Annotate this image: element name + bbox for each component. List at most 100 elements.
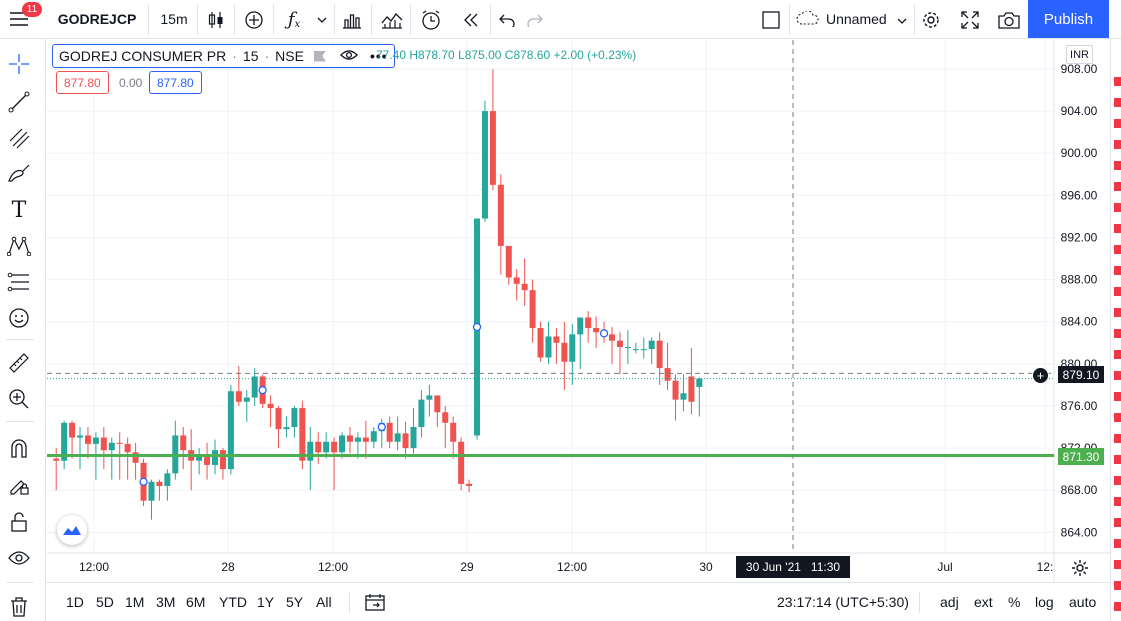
buy-price-button[interactable]: 877.80 xyxy=(149,71,202,94)
right-widget-strip[interactable] xyxy=(1110,39,1121,621)
lock-icon[interactable] xyxy=(0,503,38,541)
range-all[interactable]: All xyxy=(316,594,332,610)
candle-body xyxy=(609,334,615,341)
event-marker xyxy=(599,329,609,338)
fib-tools-icon[interactable] xyxy=(0,119,38,157)
interval-button[interactable]: 15m xyxy=(160,11,188,27)
candle-body xyxy=(370,431,377,442)
range-6m[interactable]: 6M xyxy=(186,594,206,610)
timezone-clock[interactable]: 23:17:14 (UTC+5:30) xyxy=(777,594,909,610)
settings-icon[interactable] xyxy=(918,7,944,33)
x-tick-label: Jul xyxy=(937,560,952,574)
candle-body xyxy=(402,433,409,449)
x-tick-label: 12:00 xyxy=(557,560,587,574)
redo-icon[interactable] xyxy=(523,7,547,33)
zoom-in-icon[interactable] xyxy=(0,380,38,418)
crosshair-price-plus-icon[interactable]: + xyxy=(1032,367,1049,384)
eye-icon[interactable] xyxy=(340,48,358,64)
layout-name-button[interactable]: Unnamed xyxy=(796,0,912,38)
range-3m[interactable]: 3M xyxy=(156,594,176,610)
strategy-icon[interactable] xyxy=(379,7,405,33)
trend-line-icon[interactable] xyxy=(0,83,38,121)
alert-marker xyxy=(1114,140,1121,149)
hide-drawings-eye-icon[interactable] xyxy=(0,539,38,577)
y-tick-label: 900.00 xyxy=(1061,146,1098,160)
alert-marker xyxy=(1114,560,1121,569)
range-1y[interactable]: 1Y xyxy=(257,594,275,610)
candle-body xyxy=(426,395,433,400)
alert-icon[interactable] xyxy=(418,7,444,33)
magnet-icon[interactable] xyxy=(0,429,38,467)
alert-marker xyxy=(1114,497,1121,506)
alert-marker xyxy=(1114,203,1121,212)
candle-body xyxy=(505,245,512,278)
fullscreen-icon[interactable] xyxy=(957,7,983,33)
range-1d[interactable]: 1D xyxy=(66,594,84,610)
ruler-icon[interactable] xyxy=(0,344,38,382)
spread-value: 0.00 xyxy=(119,76,143,90)
alert-marker xyxy=(1114,434,1121,443)
undo-icon[interactable] xyxy=(495,7,519,33)
candle-body xyxy=(672,380,679,400)
replay-icon[interactable] xyxy=(458,7,484,33)
range-5d[interactable]: 5D xyxy=(96,594,114,610)
chevron-down-icon[interactable] xyxy=(312,7,332,33)
candle-body xyxy=(585,317,592,329)
y-tick-label: 896.00 xyxy=(1061,188,1098,202)
event-marker xyxy=(139,477,148,486)
candle-body xyxy=(450,422,457,442)
adj-toggle[interactable]: adj xyxy=(940,594,959,610)
calendar-goto-icon[interactable] xyxy=(365,583,385,621)
candle-body xyxy=(291,408,298,428)
text-tool-icon[interactable]: T xyxy=(11,197,27,223)
brush-icon[interactable] xyxy=(0,155,38,193)
range-5y[interactable]: 5Y xyxy=(286,594,304,610)
event-marker xyxy=(472,322,482,332)
auto-toggle[interactable]: auto xyxy=(1069,594,1097,610)
candle-body xyxy=(108,442,115,451)
candle-body xyxy=(243,397,250,402)
stay-in-drawing-mode-icon[interactable] xyxy=(0,466,38,504)
candle-body xyxy=(331,441,338,453)
ext-toggle[interactable]: ext xyxy=(974,594,993,610)
candle-body xyxy=(283,427,290,430)
range-1m[interactable]: 1M xyxy=(125,594,145,610)
trash-icon[interactable] xyxy=(0,588,38,621)
candle-body xyxy=(315,441,322,453)
flag-icon[interactable] xyxy=(313,50,326,62)
percent-toggle[interactable]: % xyxy=(1008,594,1021,610)
emoji-icon[interactable] xyxy=(0,299,38,337)
candle-body xyxy=(307,441,314,461)
add-compare-icon[interactable] xyxy=(241,7,267,33)
tradingview-logo[interactable] xyxy=(57,515,87,545)
candle-body xyxy=(339,435,346,453)
log-toggle[interactable]: log xyxy=(1035,594,1054,610)
candle-body xyxy=(410,427,417,449)
pattern-tool-icon[interactable] xyxy=(0,227,38,265)
prediction-tool-icon[interactable] xyxy=(0,263,38,301)
range-ytd[interactable]: YTD xyxy=(219,594,247,610)
sell-price-button[interactable]: 877.80 xyxy=(56,71,109,94)
y-tick-label: 892.00 xyxy=(1061,230,1098,244)
candle-body xyxy=(251,376,258,398)
legend-interval: 15 xyxy=(242,48,259,64)
templates-icon[interactable] xyxy=(339,7,365,33)
chart-settings-gear-icon[interactable] xyxy=(1070,558,1090,583)
more-options-icon[interactable]: ••• xyxy=(369,48,388,64)
candle-body xyxy=(92,437,99,444)
currency-button[interactable]: INR xyxy=(1066,45,1093,64)
symbol-legend[interactable]: GODREJ CONSUMER PR · 15 · NSE ••• xyxy=(52,44,395,68)
candles-icon[interactable] xyxy=(203,7,229,33)
camera-icon[interactable] xyxy=(995,7,1023,33)
x-tick-label: 12:00 xyxy=(79,560,109,574)
candle-body xyxy=(386,422,393,442)
candle-body xyxy=(354,437,361,442)
layout-square-icon[interactable] xyxy=(757,7,785,33)
symbol-search-button[interactable]: GODREJCP xyxy=(57,11,137,27)
candle-body xyxy=(545,336,552,358)
publish-button[interactable]: Publish xyxy=(1028,0,1109,38)
candle-body xyxy=(84,435,91,444)
crosshair-cursor-icon[interactable] xyxy=(0,45,38,83)
